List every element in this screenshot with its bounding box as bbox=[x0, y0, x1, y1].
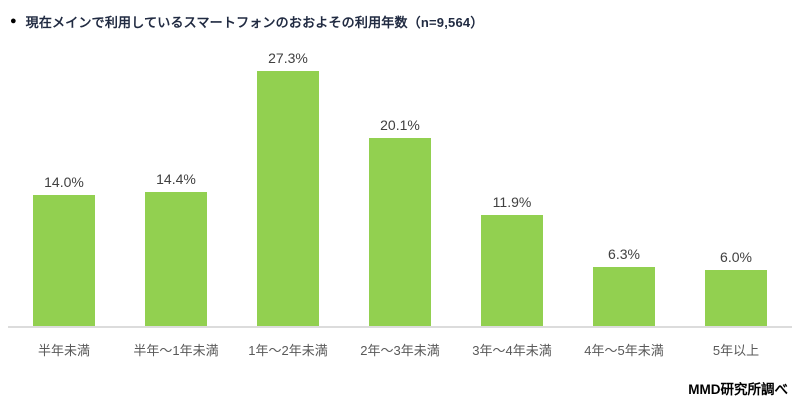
bar-column: 20.1% bbox=[344, 117, 456, 326]
chart-header: ● 現在メインで利用しているスマートフォンのおおよその利用年数（n=9,564） bbox=[0, 0, 800, 33]
bullet-icon: ● bbox=[10, 14, 17, 27]
value-label: 20.1% bbox=[380, 117, 420, 133]
category-label: 半年未満 bbox=[37, 343, 90, 358]
category-axis: 半年未満 半年～1年未満 1年～2年未満 2年～3年未満 3年～4年未満 4年～… bbox=[8, 340, 792, 359]
category-label: 半年～1年未満 bbox=[133, 343, 219, 358]
bar-column: 6.3% bbox=[568, 246, 680, 326]
bar-column: 14.4% bbox=[120, 171, 232, 326]
bar bbox=[145, 192, 207, 326]
bar bbox=[257, 71, 319, 326]
bar-column: 14.0% bbox=[8, 174, 120, 326]
value-label: 11.9% bbox=[492, 194, 532, 210]
bar bbox=[33, 195, 95, 326]
plot-area: 14.0% 14.4% 27.3% 20.1% 11.9% 6.3% 6.0% bbox=[8, 46, 792, 328]
bar-column: 6.0% bbox=[680, 249, 792, 326]
bar-column: 11.9% bbox=[456, 194, 568, 326]
source-credit: MMD研究所調べ bbox=[688, 382, 788, 397]
category-label: 1年～2年未満 bbox=[248, 343, 328, 358]
value-label: 27.3% bbox=[268, 50, 308, 66]
category-label: 4年～5年未満 bbox=[584, 343, 664, 358]
chart-title: 現在メインで利用しているスマートフォンのおおよその利用年数（n=9,564） bbox=[25, 14, 484, 30]
category-label: 5年以上 bbox=[712, 343, 760, 358]
bar-chart: 14.0% 14.4% 27.3% 20.1% 11.9% 6.3% 6.0% bbox=[8, 46, 792, 359]
bar bbox=[481, 215, 543, 326]
bar bbox=[705, 270, 767, 326]
bar bbox=[593, 267, 655, 326]
value-label: 6.3% bbox=[608, 246, 640, 262]
bar-column: 27.3% bbox=[232, 50, 344, 326]
category-label: 2年～3年未満 bbox=[360, 343, 440, 358]
category-label: 3年～4年未満 bbox=[472, 343, 552, 358]
value-label: 6.0% bbox=[720, 249, 752, 265]
bar bbox=[369, 138, 431, 326]
value-label: 14.4% bbox=[156, 171, 196, 187]
value-label: 14.0% bbox=[44, 174, 84, 190]
